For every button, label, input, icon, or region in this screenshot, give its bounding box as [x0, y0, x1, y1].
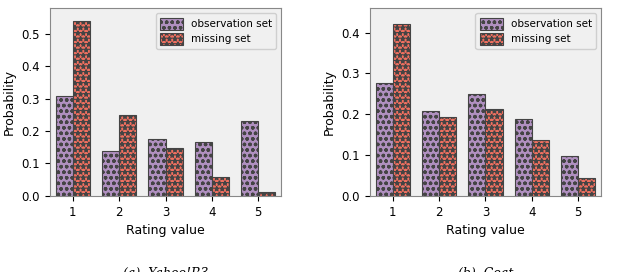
Text: (b)  Coat: (b) Coat	[458, 267, 513, 272]
Bar	[578, 178, 595, 196]
Bar	[515, 119, 532, 196]
Bar	[376, 83, 392, 196]
Bar	[56, 95, 73, 196]
Legend: observation set, missing set: observation set, missing set	[156, 13, 277, 49]
Bar	[241, 121, 259, 196]
Bar	[561, 156, 578, 196]
Bar	[166, 148, 183, 196]
Bar	[212, 177, 229, 196]
Bar	[148, 139, 166, 196]
X-axis label: Rating value: Rating value	[446, 224, 525, 237]
Legend: observation set, missing set: observation set, missing set	[476, 13, 596, 49]
Bar	[119, 115, 136, 196]
Bar	[195, 143, 212, 196]
Bar	[439, 117, 456, 196]
Y-axis label: Probability: Probability	[2, 69, 16, 135]
Y-axis label: Probability: Probability	[322, 69, 335, 135]
Bar	[102, 150, 119, 196]
Bar	[422, 112, 439, 196]
Text: (a)  Yahoo!R3: (a) Yahoo!R3	[123, 267, 208, 272]
Bar	[73, 21, 90, 196]
X-axis label: Rating value: Rating value	[126, 224, 205, 237]
Bar	[392, 24, 410, 196]
Bar	[532, 140, 549, 196]
Bar	[259, 192, 275, 196]
Bar	[485, 109, 503, 196]
Bar	[468, 94, 485, 196]
